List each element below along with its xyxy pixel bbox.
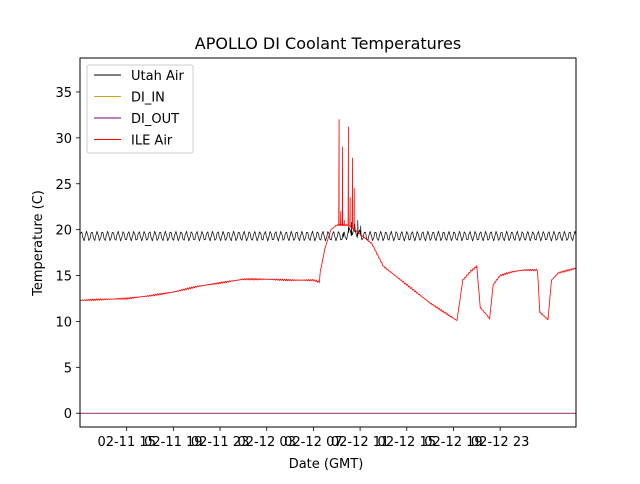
x-tick-label: 02-12 19 (424, 435, 482, 450)
x-tick-label: 02-11 23 (191, 435, 249, 450)
y-tick-label: 15 (55, 270, 72, 285)
legend: Utah Air DI_IN DI_OUT ILE Air (86, 64, 194, 154)
y-axis-label: Temperature (C) (31, 190, 46, 297)
x-tick-label: 02-12 23 (471, 435, 529, 450)
series-layer (80, 119, 576, 414)
series-line-utah-air (80, 220, 576, 242)
legend-label-ile-air: ILE Air (131, 134, 173, 149)
x-tick-label: 02-12 15 (378, 435, 436, 450)
plot-area (80, 119, 576, 414)
x-axis-label: Date (GMT) (289, 457, 364, 472)
x-tick-label: 02-12 03 (238, 435, 296, 450)
legend-box (86, 64, 194, 154)
y-tick-label: 10 (55, 315, 72, 330)
y-tick-label: 0 (64, 407, 72, 422)
series-line-ile-air (80, 119, 576, 321)
legend-label-utah-air: Utah Air (131, 69, 184, 84)
y-tick-label: 35 (55, 86, 72, 101)
chart-title: APOLLO DI Coolant Temperatures (195, 34, 461, 53)
x-tick-label: 02-11 19 (144, 435, 202, 450)
y-tick-label: 25 (55, 178, 72, 193)
x-tick-label: 02-12 07 (284, 435, 342, 450)
x-tick-label: 02-11 15 (97, 435, 155, 450)
y-tick-label: 5 (64, 361, 72, 376)
y-axis: 0 5 10 15 20 25 30 35 (55, 86, 80, 422)
y-tick-label: 20 (55, 224, 72, 239)
axes-frame (79, 57, 577, 428)
legend-label-di-out: DI_OUT (131, 112, 179, 127)
y-tick-label: 30 (55, 132, 72, 147)
x-tick-label: 02-12 11 (331, 435, 389, 450)
legend-label-di-in: DI_IN (131, 91, 165, 106)
